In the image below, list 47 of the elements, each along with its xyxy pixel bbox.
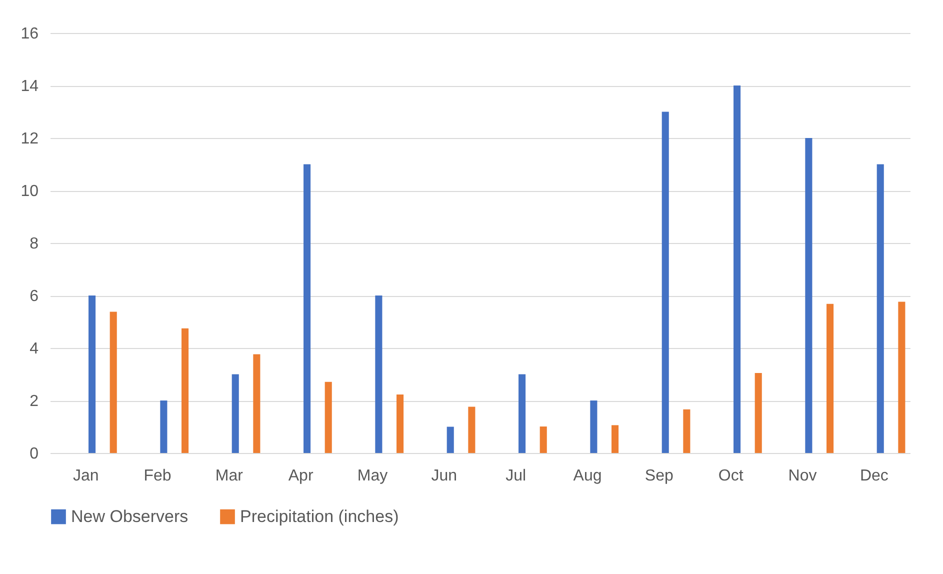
y-tick-label: 10 xyxy=(20,183,39,200)
legend-label: Precipitation (inches) xyxy=(240,506,399,526)
y-tick-label: 6 xyxy=(30,288,39,305)
bar xyxy=(468,406,476,453)
bar xyxy=(160,400,168,453)
bar xyxy=(612,425,619,453)
y-tick-label: 14 xyxy=(20,78,39,95)
bar xyxy=(734,86,741,453)
bar xyxy=(110,312,117,453)
bar xyxy=(754,372,762,453)
y-tick-label: 2 xyxy=(30,393,39,410)
bar xyxy=(304,164,311,453)
y-tick-label: 12 xyxy=(20,130,39,148)
bar xyxy=(540,426,547,453)
y-tick-label: 8 xyxy=(30,236,39,252)
bar xyxy=(683,409,690,453)
bar xyxy=(375,296,382,453)
bar xyxy=(805,138,812,453)
bar xyxy=(826,304,834,453)
x-tick-label: Jul xyxy=(506,468,526,484)
bar xyxy=(396,394,404,453)
bar xyxy=(662,112,669,453)
bar xyxy=(324,382,332,453)
x-tick-label: Sep xyxy=(644,468,674,484)
y-tick-label: 4 xyxy=(30,340,39,358)
bar xyxy=(182,328,189,453)
bar xyxy=(88,296,96,453)
x-tick-label: Feb xyxy=(144,468,172,484)
bar xyxy=(253,354,260,453)
bar xyxy=(518,374,526,453)
x-tick-label: Aug xyxy=(573,468,602,484)
legend-label: New Observers xyxy=(71,506,188,526)
y-tick-label: 0 xyxy=(30,446,39,462)
bar xyxy=(590,400,598,453)
x-tick-label: Dec xyxy=(860,468,888,484)
x-tick-label: Jan xyxy=(72,468,99,484)
bar xyxy=(876,164,884,453)
y-tick-label: 16 xyxy=(20,26,39,42)
x-tick-label: Jun xyxy=(431,468,458,484)
x-tick-label: Apr xyxy=(288,468,314,484)
bar xyxy=(446,426,454,453)
bar xyxy=(232,374,239,453)
x-tick-label: Mar xyxy=(215,468,244,484)
bar xyxy=(898,302,906,453)
x-tick-label: Oct xyxy=(718,468,744,484)
x-tick-label: May xyxy=(357,468,388,484)
x-tick-label: Nov xyxy=(788,468,817,484)
